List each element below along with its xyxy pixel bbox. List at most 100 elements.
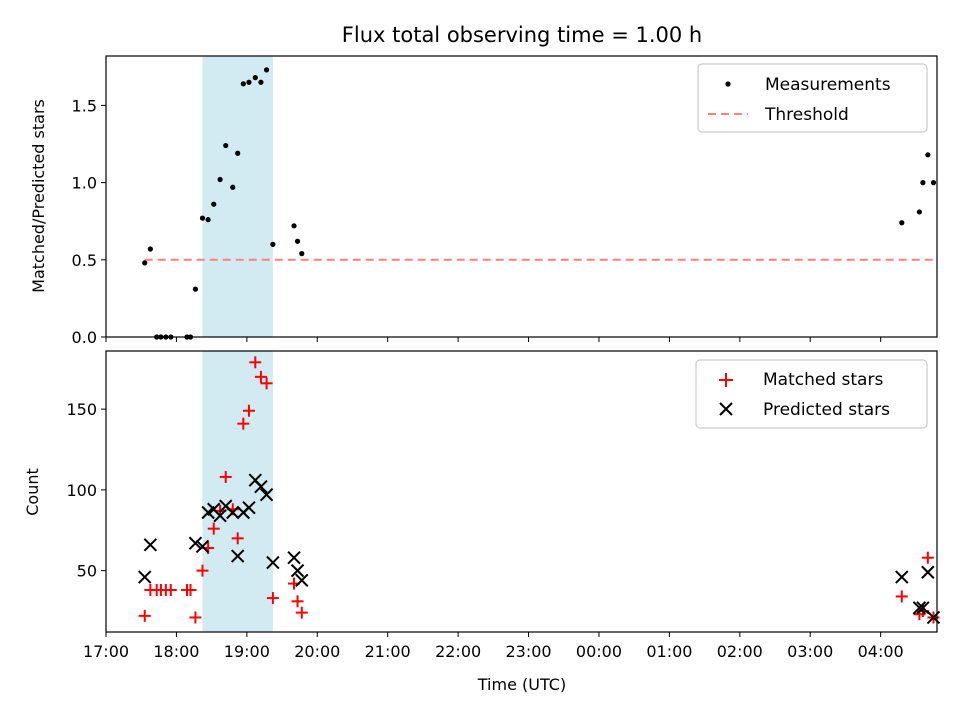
measurement-point — [930, 180, 937, 186]
predicted-star-stroke — [916, 601, 930, 615]
x-tick-label: 02:00 — [717, 642, 763, 661]
matched-star-point — [921, 551, 934, 564]
top-y-tick-label: 0.5 — [72, 251, 97, 270]
x-tick-label: 23:00 — [505, 642, 551, 661]
predicted-star-point — [287, 551, 301, 565]
predicted-star-stroke — [266, 555, 280, 570]
x-tick-label: 01:00 — [646, 642, 692, 661]
highlight-span-top — [202, 56, 273, 337]
legend-predicted-marker — [719, 402, 733, 416]
predicted-star-point — [226, 505, 240, 520]
predicted-star-point — [230, 549, 245, 563]
bottom-panel: 50 100 150 17:00 18:00 19:00 20:00 21:00 22:00 2… — [23, 350, 941, 694]
measurement-point — [299, 251, 305, 257]
predicted-star-stroke — [188, 536, 203, 550]
predicted-star-stroke — [287, 551, 301, 565]
top-y-ticks: 0.0 0.5 1.0 1.5 — [72, 96, 106, 347]
matched-star-point — [184, 584, 197, 597]
predicted-star-point — [242, 500, 256, 515]
top-x-ticks — [105, 337, 882, 342]
measurement-point — [192, 286, 199, 292]
predicted-star-stroke — [895, 570, 909, 584]
measurement-point — [263, 67, 270, 73]
matched-star-point — [260, 377, 273, 390]
x-tick-label: 19:00 — [224, 642, 270, 661]
legend-threshold-label: Threshold — [764, 105, 849, 125]
matched-star-point — [895, 590, 908, 603]
x-tick-label: 17:00 — [83, 642, 129, 661]
matched-star-point — [242, 404, 255, 417]
measurement-point — [223, 142, 229, 149]
x-tick-label: 20:00 — [294, 642, 340, 661]
legend-matched-label: Matched stars — [763, 370, 883, 390]
matched-star-point — [207, 522, 220, 535]
predicted-star-stroke — [213, 509, 227, 523]
matched-star-point — [189, 611, 202, 624]
x-axis-label: Time (UTC) — [477, 675, 566, 694]
predicted-star-stroke — [195, 539, 210, 554]
predicted-star-point — [290, 563, 305, 578]
predicted-star-point — [912, 601, 927, 615]
bottom-panel-frame — [105, 350, 938, 633]
measurement-point — [291, 223, 297, 229]
top-y-axis-label: Matched/Predicted stars — [29, 99, 48, 293]
matched-star-point — [196, 564, 209, 577]
predicted-star-point — [143, 538, 158, 552]
top-y-tick-label: 1.5 — [72, 96, 97, 115]
predicted-star-point — [254, 479, 268, 494]
bottom-legend-box — [695, 359, 928, 429]
predicted-star-stroke — [230, 549, 245, 563]
predicted-star-stroke — [242, 500, 256, 515]
matched-star-point — [249, 356, 262, 369]
matched-star-point — [291, 595, 304, 608]
predicted-star-stroke — [295, 573, 309, 588]
measurement-point — [294, 238, 301, 244]
matched-star-point — [231, 532, 244, 545]
matched-star-point — [138, 609, 151, 622]
measurement-point — [899, 220, 905, 226]
predicted-star-point — [266, 555, 280, 570]
measurement-point — [235, 150, 241, 156]
highlight-span-bottom — [202, 351, 273, 632]
predicted-star-stroke — [143, 538, 158, 552]
x-tick-label: 03:00 — [787, 642, 833, 661]
chart-title: Flux total observing time = 1.00 h — [342, 23, 702, 47]
predicted-star-point — [213, 509, 227, 523]
matched-star-point — [164, 584, 177, 597]
measurement-point — [199, 215, 206, 221]
x-tick-label: 21:00 — [365, 642, 411, 661]
predicted-star-stroke — [259, 488, 274, 502]
matched-star-point — [219, 470, 232, 483]
predicted-star-point — [916, 601, 930, 615]
matched-star-point — [237, 417, 250, 430]
bottom-y-ticks: 50 100 150 — [66, 400, 106, 581]
measurement-point — [916, 209, 922, 215]
x-tick-label: 04:00 — [858, 642, 904, 661]
measurement-point — [147, 246, 153, 252]
matched-star-point — [254, 370, 267, 383]
measurement-point — [258, 79, 264, 85]
measurement-point — [270, 241, 276, 247]
predicted-star-stroke — [254, 479, 268, 494]
predicted-star-stroke — [290, 563, 305, 578]
predicted-star-stroke — [138, 570, 152, 584]
bottom-y-tick-label: 150 — [66, 400, 97, 419]
measurement-point — [240, 81, 246, 87]
measurement-point — [252, 75, 258, 81]
bottom-x-ticks: 17:00 18:00 19:00 20:00 21:00 22:00 23:00 00:00… — [83, 632, 904, 661]
predicted-star-point — [138, 570, 152, 584]
measurement-point — [205, 217, 211, 223]
predicted-star-point — [188, 536, 203, 550]
predicted-star-stroke — [912, 601, 927, 615]
predicted-star-stroke — [226, 505, 240, 520]
bottom-legend: Matched stars Predicted stars — [695, 359, 928, 429]
legend-measurements-label: Measurements — [765, 75, 891, 95]
top-legend: Measurements Threshold — [697, 63, 928, 133]
measurement-point — [920, 180, 926, 186]
bottom-y-axis-label: Count — [23, 468, 42, 516]
x-tick-label: 18:00 — [153, 642, 199, 661]
measurement-point — [211, 201, 217, 207]
measurement-point — [217, 176, 223, 183]
x-tick-label: 00:00 — [576, 642, 622, 661]
